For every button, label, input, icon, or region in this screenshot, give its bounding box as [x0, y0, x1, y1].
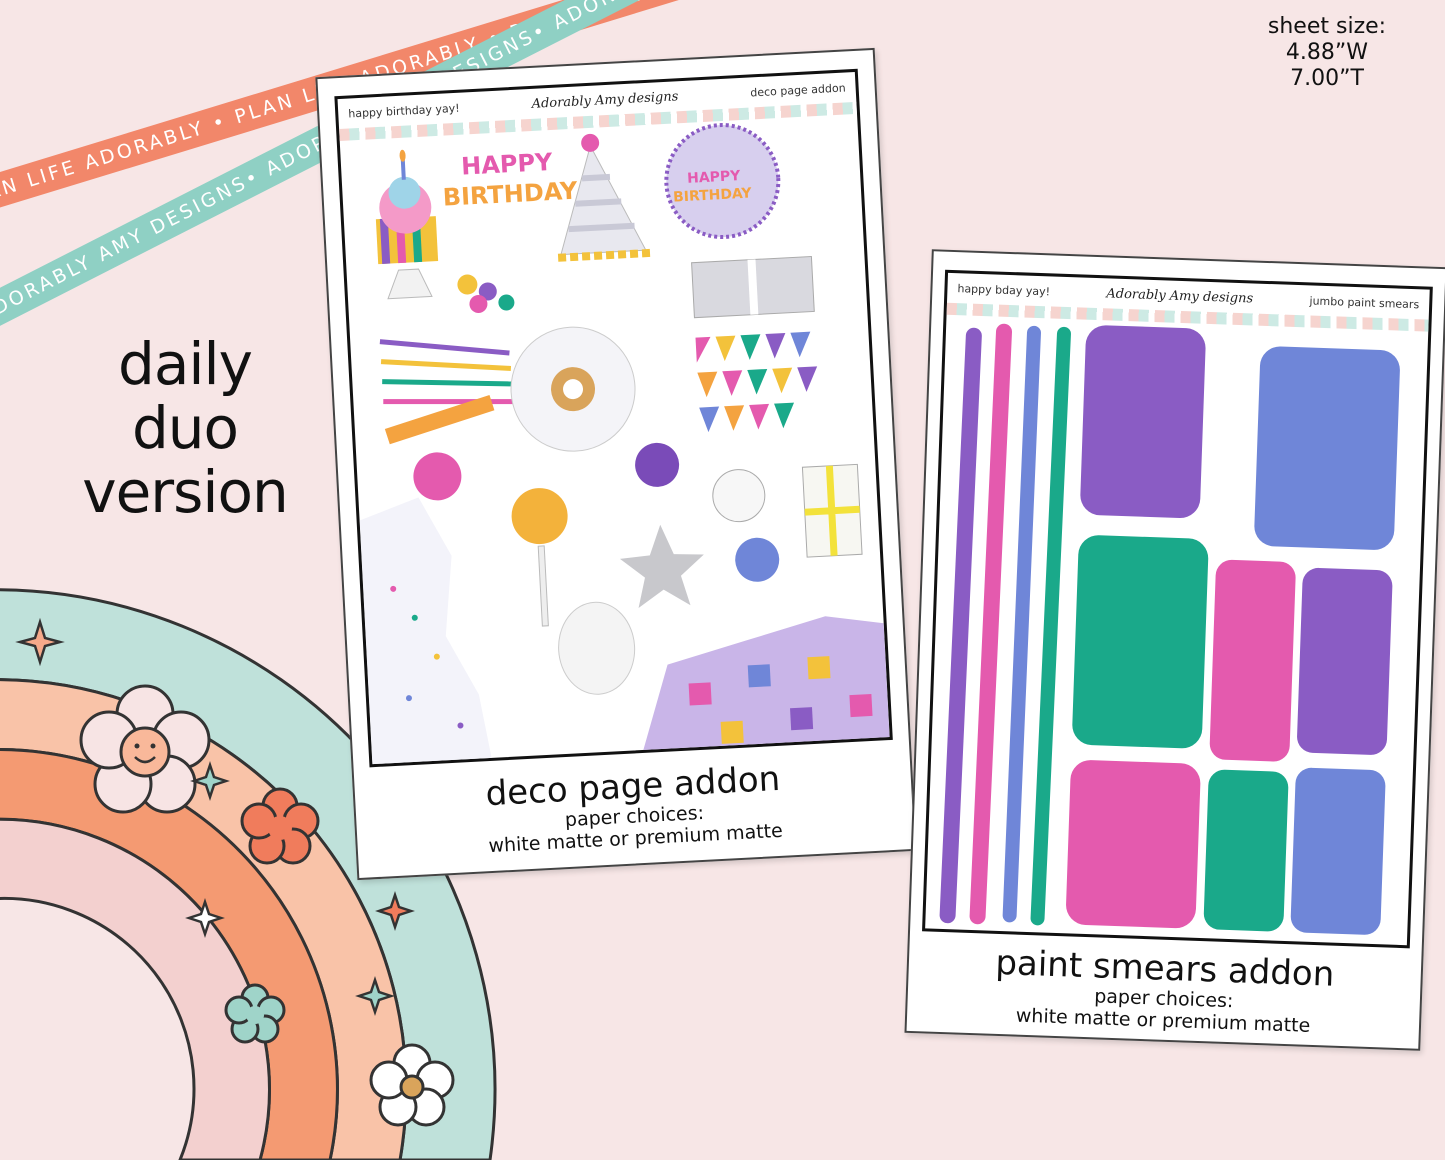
blue-smear — [1254, 346, 1400, 550]
deco-sheet-frame: happy birthday yay! Adorably Amy designs… — [334, 68, 893, 768]
deco-caption: deco page addon paper choices: white mat… — [354, 753, 914, 864]
confetti-paper — [359, 497, 493, 768]
donut-icon — [510, 326, 636, 452]
bunting-icon — [695, 331, 818, 433]
candles-icon — [379, 339, 514, 405]
sheet-size-label: sheet size: — [1267, 14, 1387, 39]
title-line-1: daily — [118, 330, 253, 398]
sparkle-icon — [355, 976, 395, 1016]
teal-flower-icon — [224, 983, 286, 1044]
teal-smear — [1072, 535, 1209, 749]
brand-logo: Adorably Amy designs — [1106, 285, 1254, 306]
sheet-size-width: 4.88”W — [1285, 40, 1369, 65]
deco-page-sheet: happy birthday yay! Adorably Amy designs… — [315, 47, 917, 881]
purple-stroke — [939, 327, 982, 924]
deco-header-left: happy birthday yay! — [347, 101, 460, 121]
blue-smear-small — [1290, 767, 1386, 935]
sheet-size-info: sheet size: 4.88”W 7.00”T — [1247, 14, 1407, 92]
orange-flower-icon — [240, 787, 320, 865]
daily-duo-title: daily duo version — [55, 332, 315, 524]
smiley-flower-icon — [79, 684, 211, 814]
sparkle-icon — [185, 898, 225, 938]
title-line-3: version — [82, 458, 288, 526]
deco-stickers-art: HAPPY BIRTHDAY HAPPY BIRTHDAY — [359, 123, 890, 768]
pink-flower-icon — [413, 452, 462, 501]
paint-header-right: jumbo paint smears — [1309, 293, 1420, 311]
star-balloon-icon — [619, 524, 704, 609]
deco-header-right: deco page addon — [749, 80, 846, 99]
purple-flower-icon — [635, 442, 680, 487]
happy-sticker-text: HAPPY — [460, 148, 553, 181]
sparkle-icon — [375, 891, 415, 931]
cupcake-icon — [375, 149, 439, 300]
sheet-size-height: 7.00”T — [1290, 66, 1364, 91]
rainbow-illustration — [0, 588, 497, 1160]
sparkle-icon — [15, 617, 65, 667]
pink-stroke — [969, 323, 1013, 925]
paint-header-left: happy bday yay! — [957, 281, 1051, 298]
teal-smear-small — [1203, 769, 1289, 932]
daisy-flower-icon — [369, 1043, 455, 1127]
paint-smears-art — [939, 323, 1400, 935]
blue-flower-icon — [735, 537, 780, 582]
balloon-icon — [558, 601, 636, 695]
birthday-sticker-text: BIRTHDAY — [442, 177, 579, 212]
white-flower-icon — [712, 469, 766, 523]
paint-sheet-frame: happy bday yay! Adorably Amy designs jum… — [922, 269, 1433, 949]
blue-stroke — [1002, 325, 1041, 923]
lollipop-icon — [507, 484, 572, 549]
svg-text:HAPPY: HAPPY — [687, 168, 742, 187]
pink-smear-large — [1066, 760, 1201, 929]
purple-smear — [1080, 325, 1206, 519]
paint-smears-sheet: happy bday yay! Adorably Amy designs jum… — [904, 249, 1445, 1051]
brand-logo: Adorably Amy designs — [531, 88, 679, 112]
teal-stroke — [1030, 326, 1071, 926]
svg-text:BIRTHDAY: BIRTHDAY — [673, 185, 753, 205]
title-line-2: duo — [131, 394, 239, 462]
sparkle-icon — [190, 761, 230, 801]
paint-caption: paint smears addon paper choices: white … — [907, 941, 1422, 1041]
pink-smear — [1209, 559, 1296, 762]
party-hat-icon — [557, 133, 652, 262]
birthday-plate-icon — [664, 123, 781, 240]
purple-smear-small — [1297, 567, 1393, 755]
